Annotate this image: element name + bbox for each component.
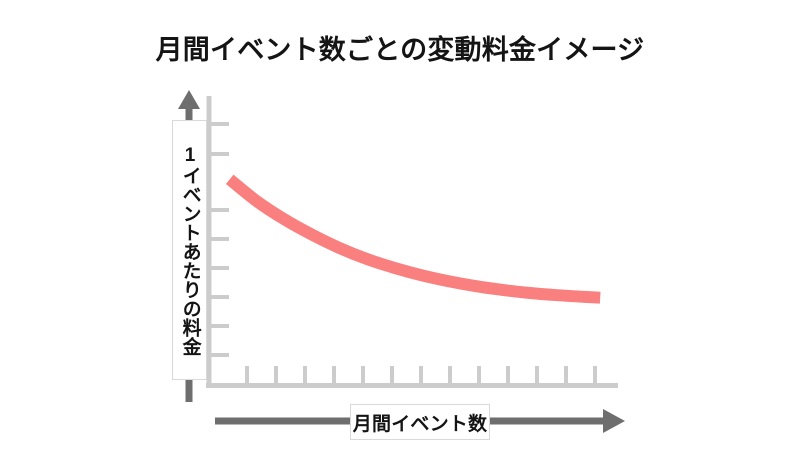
plot-area	[206, 96, 618, 388]
y-axis-label: 1イベントあたりの料金	[172, 120, 207, 380]
y-axis-ticks	[211, 122, 229, 357]
x-axis-label-text: 月間イベント数	[352, 413, 488, 435]
plot-svg	[206, 96, 618, 388]
data-series-line	[225, 174, 601, 304]
chart-title: 月間イベント数ごとの変動料金イメージ	[155, 35, 645, 65]
y-axis-label-text: 1イベントあたりの料金	[179, 144, 201, 356]
x-axis-label: 月間イベント数	[350, 404, 490, 440]
x-axis-ticks	[245, 366, 597, 383]
